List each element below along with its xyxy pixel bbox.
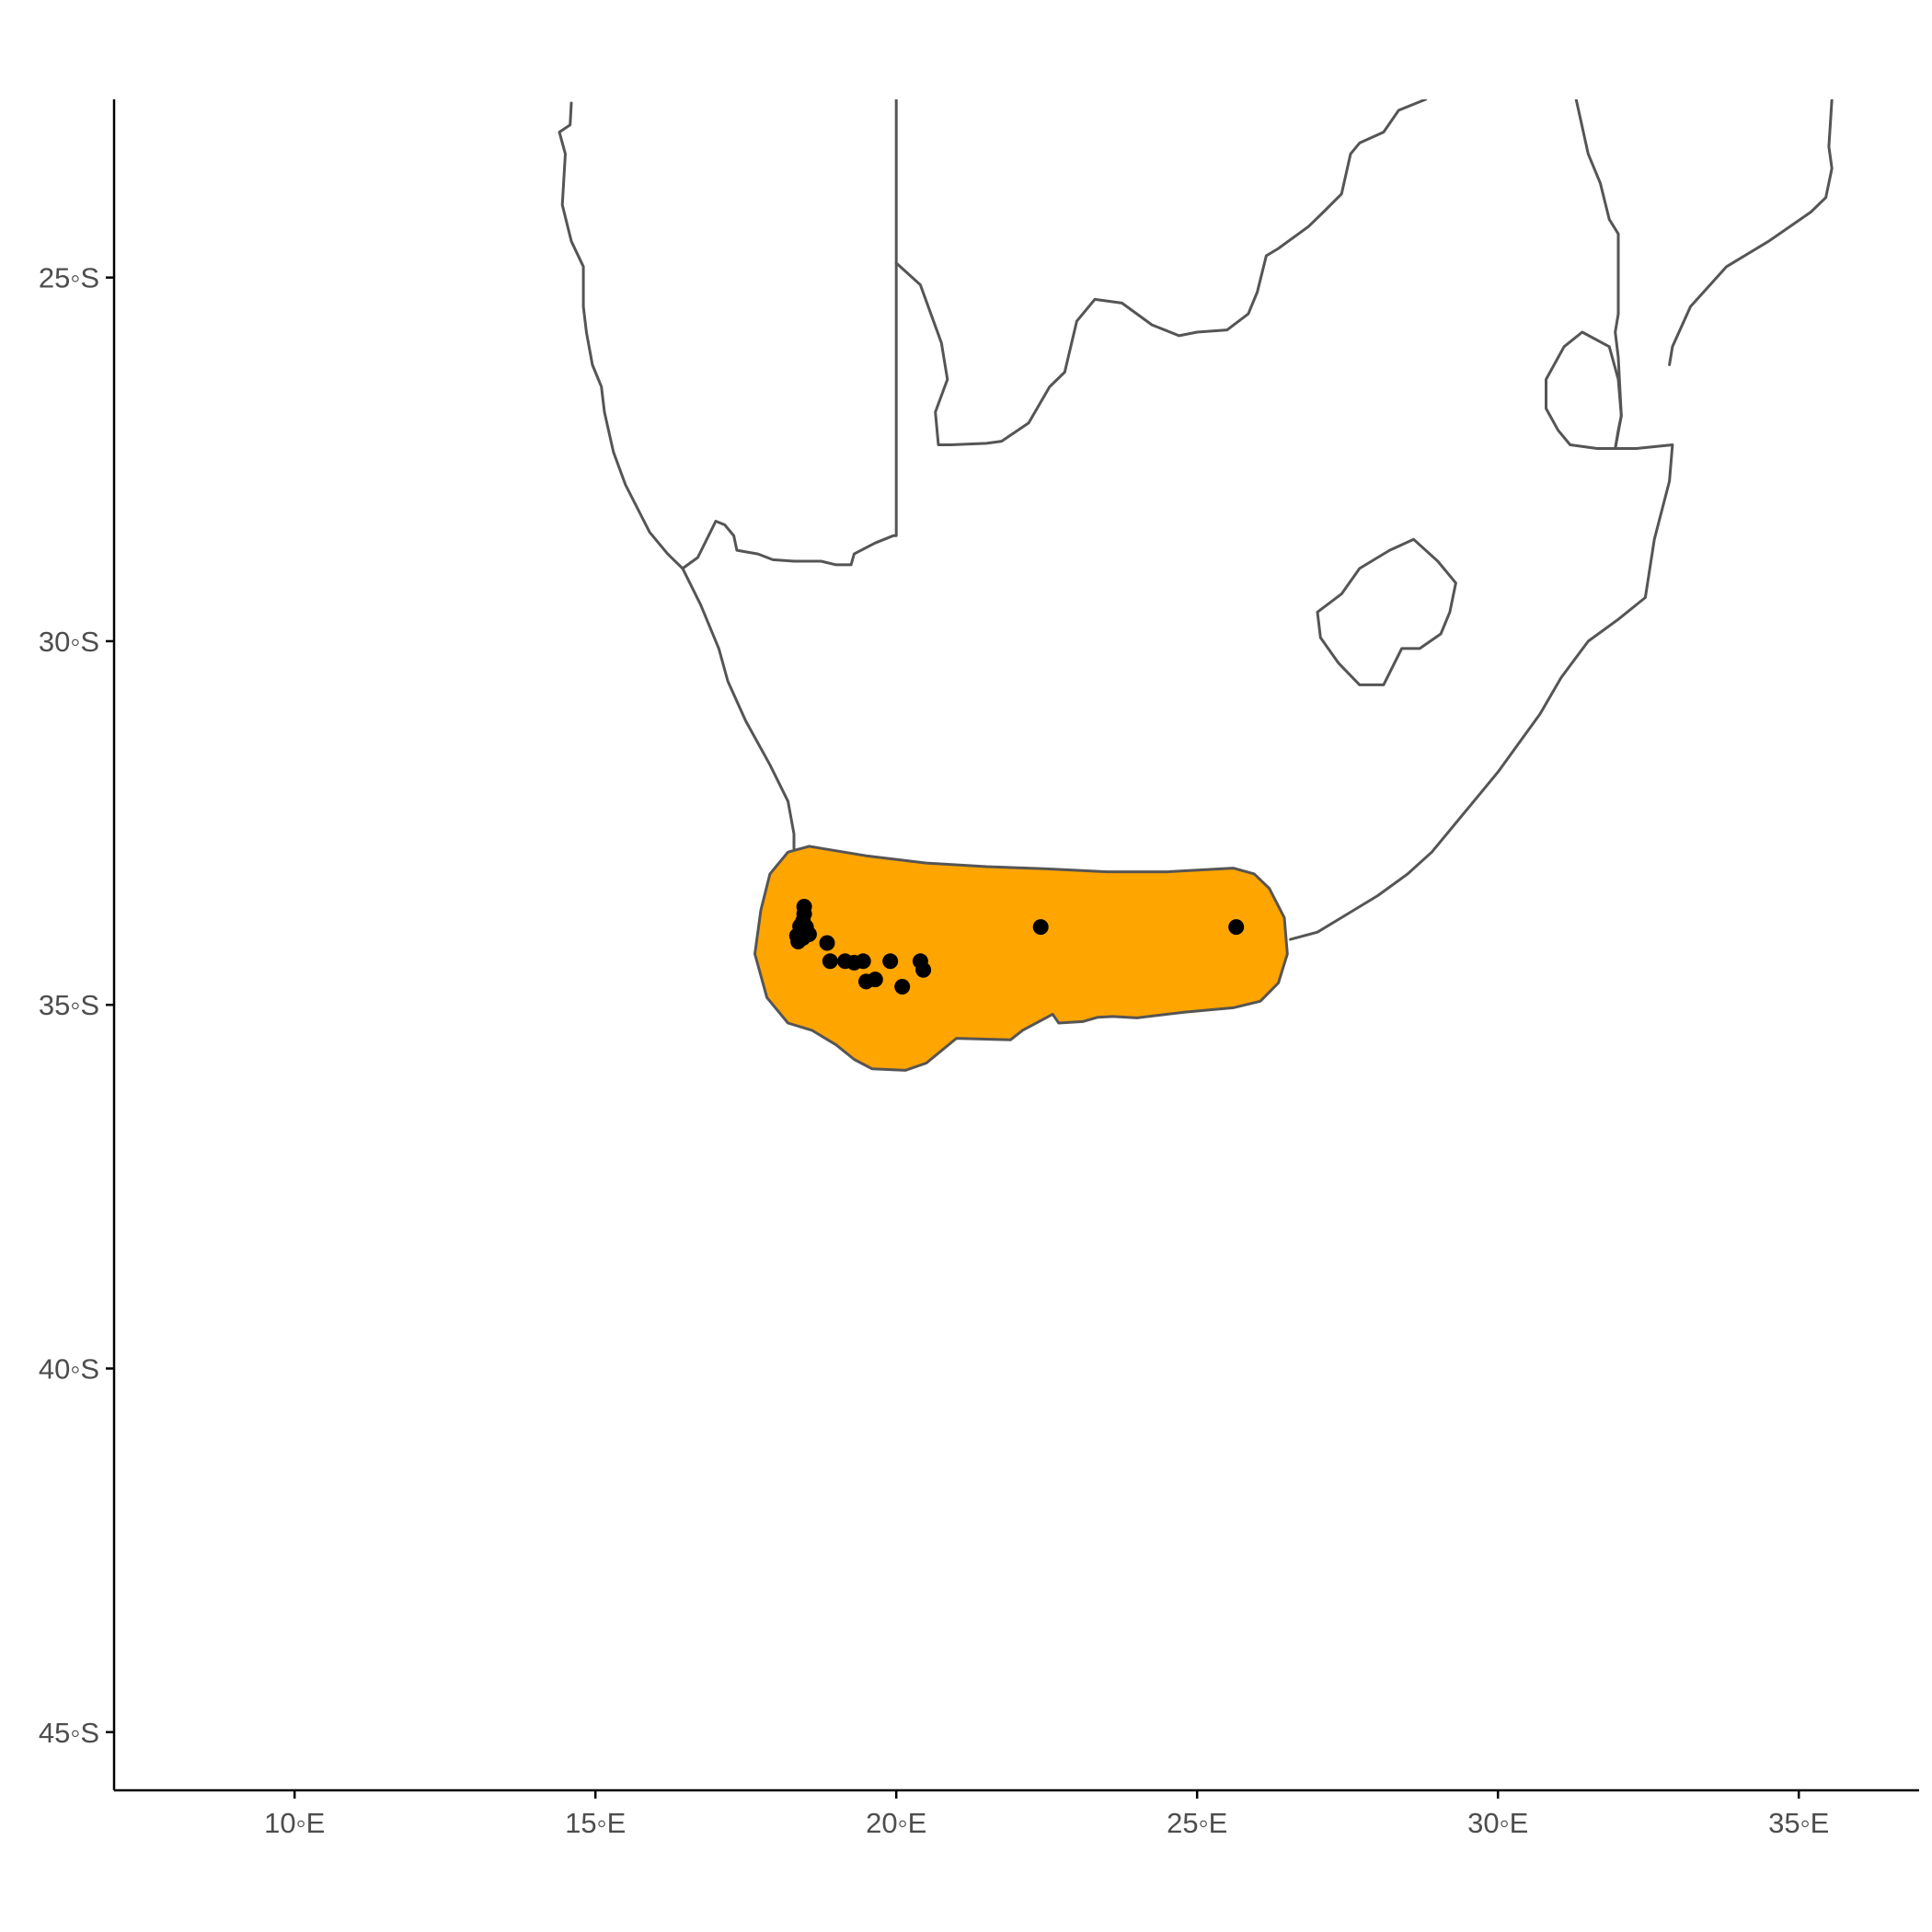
x-tick-label: 20◦E — [866, 1807, 926, 1839]
coastline-eswatini — [1545, 330, 1623, 450]
occurrence-point — [894, 979, 911, 995]
coastline-mozambique-border-and-east-coast — [1289, 99, 1674, 941]
occurrence-point — [882, 953, 899, 970]
y-tick-label: 25◦S — [39, 262, 99, 294]
x-tick-label: 10◦E — [264, 1807, 325, 1839]
y-tick-label: 35◦S — [39, 989, 99, 1021]
occurrence-point — [819, 935, 835, 951]
occurrence-points-layer — [788, 899, 1245, 995]
coastline-west-coast-to-walvis — [558, 101, 796, 850]
coastline-layer — [558, 99, 1834, 941]
occurrence-point — [822, 953, 838, 970]
occurrence-point — [855, 953, 871, 970]
x-tick-label: 30◦E — [1467, 1807, 1528, 1839]
coastline-botswana-south-border — [894, 99, 1428, 446]
x-tick-label: 25◦E — [1167, 1807, 1227, 1839]
occurrence-point — [1032, 919, 1049, 936]
x-tick-label: 35◦E — [1768, 1807, 1829, 1839]
range-polygon-layer — [753, 845, 1289, 1072]
occurrence-point — [915, 961, 932, 978]
coastline-namibia-border-segment — [681, 99, 898, 570]
y-tick-label: 40◦S — [39, 1352, 99, 1385]
coastline-lesotho — [1316, 537, 1457, 686]
x-tick-label: 15◦E — [565, 1807, 626, 1839]
occurrence-point — [790, 933, 807, 949]
axes: 10◦E 15◦E 20◦E 25◦E 30◦E 35◦E 25◦S 30◦S 35◦S 40◦S… — [39, 99, 1919, 1839]
species-range-polygon — [753, 845, 1289, 1072]
occurrence-point — [858, 973, 874, 990]
coastline-mozambique-coast-north — [1668, 99, 1834, 366]
y-tick-label: 45◦S — [39, 1717, 99, 1749]
occurrence-point — [1228, 919, 1245, 936]
y-tick-label: 30◦S — [39, 626, 99, 658]
